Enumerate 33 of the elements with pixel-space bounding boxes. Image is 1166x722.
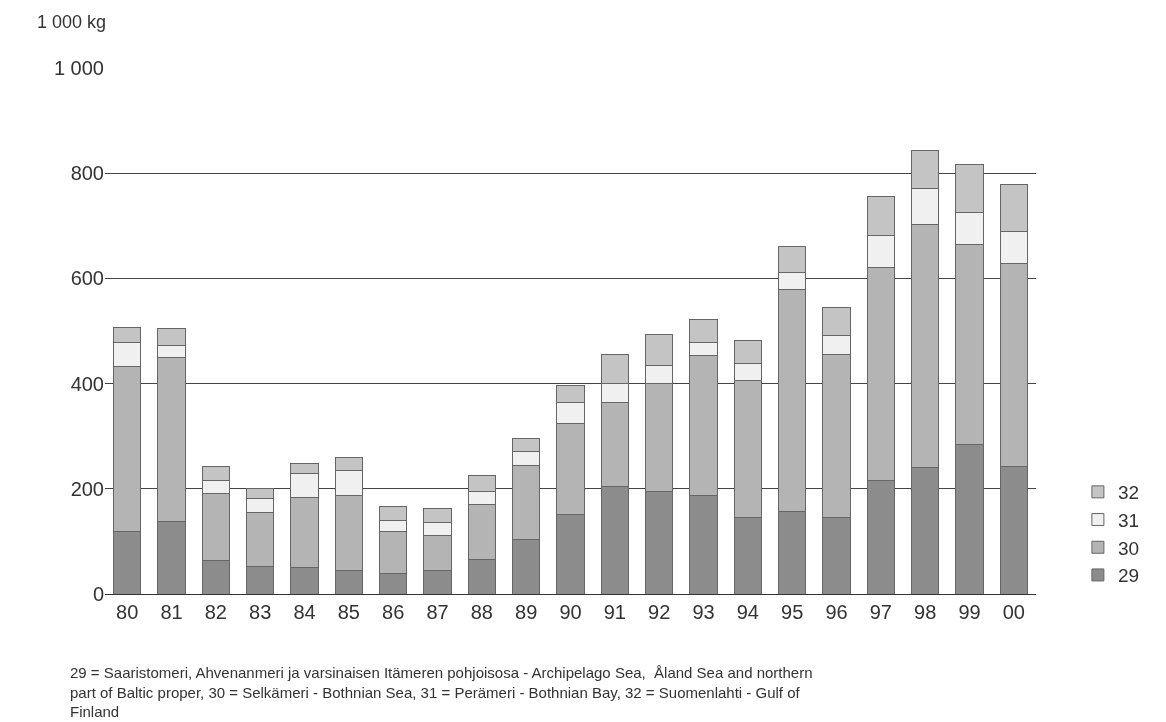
x-tick-label: 89 [515,601,538,623]
x-tick-label: 99 [958,601,981,623]
legend-label: 29 [1117,565,1140,587]
x-tick-label: 91 [603,601,626,623]
y-tick-label: 0 [92,583,104,605]
x-tick-label: 92 [648,601,671,623]
x-tick-label: 81 [160,601,183,623]
y-tick-label: 200 [70,477,104,500]
x-tick-label: 80 [116,601,139,623]
x-tick-label: 85 [337,601,360,623]
y-tick-label: 1 000 [53,57,104,79]
y-axis-title: 1 000 kg [37,12,107,32]
x-tick-label: 82 [204,601,227,623]
y-tick-label: 600 [70,267,104,290]
x-tick-label: 90 [559,601,582,623]
text: 29 = Saaristomeri, Ahvenanmeri ja varsinaisen Itämeren pohjoisosa - Archipelago Sea, Åland Sea and northern part of Baltic proper, 30 = Selkämeri - Bothnian Sea, 31 = Perämeri - Bothnian Bay, 32 = Suomenlahti - Gulf of Finland [70,664,813,720]
x-tick-label: 95 [781,601,804,623]
x-tick-label: 96 [825,601,848,623]
legend-label: 30 [1117,537,1140,559]
x-tick-label: 94 [736,601,759,623]
legend-label: 32 [1117,482,1140,504]
x-tick-label: 98 [914,601,937,623]
x-tick-label: 93 [692,601,715,623]
x-tick-label: 84 [293,601,316,623]
x-tick-label: 86 [382,601,405,623]
x-tick-label: 00 [1002,601,1025,623]
legend-label: 31 [1117,509,1140,531]
x-tick-label: 87 [426,601,449,623]
x-tick-label: 83 [249,601,272,623]
y-tick-label: 800 [70,162,104,185]
x-tick-label: 97 [869,601,892,623]
x-tick-label: 88 [470,601,493,623]
y-tick-label: 400 [70,372,104,395]
